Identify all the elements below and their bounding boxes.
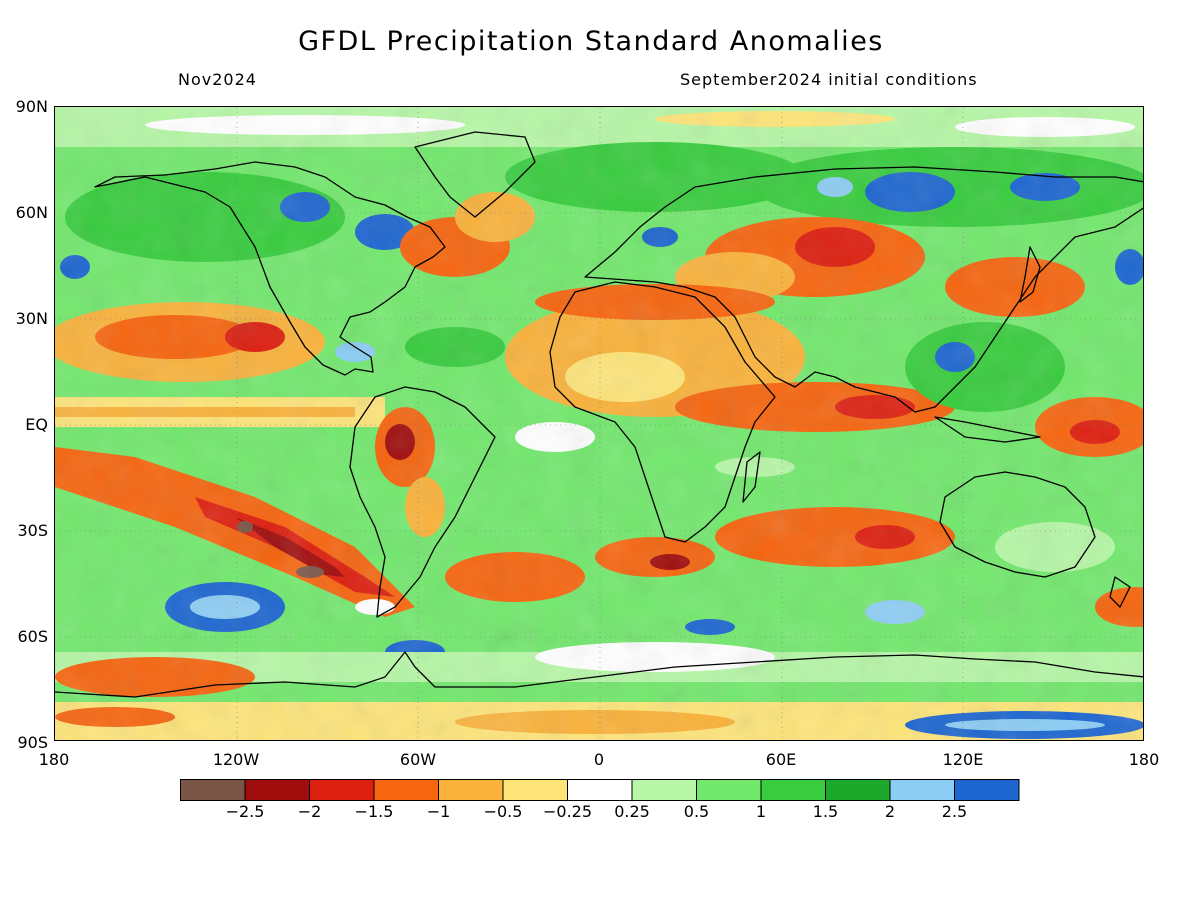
- valid-month-label: Nov2024: [178, 70, 257, 89]
- colorbar-swatch-6: [567, 779, 633, 801]
- colorbar-swatch-8: [696, 779, 762, 801]
- lat-tick-60n: 60N: [15, 203, 48, 222]
- lat-tick-30n: 30N: [15, 309, 48, 328]
- colorbar-swatch-1: [244, 779, 310, 801]
- lon-tick-120e: 120E: [942, 750, 984, 769]
- coast-antarctica: [55, 651, 1143, 698]
- colorbar-swatch-11: [889, 779, 955, 801]
- lat-tick-30s: 30S: [17, 521, 48, 540]
- colorbar-label: 1.5: [812, 802, 839, 821]
- colorbar-label: 2: [884, 802, 896, 821]
- lat-tick-eq: EQ: [25, 415, 48, 434]
- colorbar-label: −0.25: [542, 802, 593, 821]
- colorbar-label: −0.5: [483, 802, 523, 821]
- lat-tick-90s: 90S: [17, 733, 48, 752]
- lon-tick-180e: 180: [1128, 750, 1160, 769]
- coast-new-zealand: [1109, 576, 1131, 608]
- colorbar-swatch-9: [760, 779, 826, 801]
- lon-tick-120w: 120W: [212, 750, 260, 769]
- lat-tick-90n: 90N: [15, 97, 48, 116]
- lon-tick-0: 0: [593, 750, 605, 769]
- coast-australia: [939, 471, 1096, 578]
- coast-japan: [1019, 246, 1041, 303]
- colorbar-swatch-7: [631, 779, 697, 801]
- colorbar-label: −2.5: [225, 802, 265, 821]
- coast-north-america: [94, 161, 446, 376]
- colorbar-label: 2.5: [941, 802, 968, 821]
- coast-africa: [549, 281, 776, 543]
- colorbar-label: 1: [755, 802, 767, 821]
- colorbar-swatch-3: [373, 779, 439, 801]
- coast-maritime: [934, 416, 1041, 443]
- field-texture: [55, 107, 1143, 740]
- precip-anomaly-map: [55, 107, 1143, 740]
- map-panel: [54, 106, 1144, 741]
- colorbar-swatch-12: [954, 779, 1020, 801]
- colorbar-label: 0.5: [683, 802, 710, 821]
- coastlines: [55, 131, 1143, 698]
- colorbar-label: −1: [426, 802, 451, 821]
- colorbar-swatch-0: [180, 779, 246, 801]
- lon-tick-60w: 60W: [399, 750, 437, 769]
- colorbar-swatch-5: [502, 779, 568, 801]
- colorbar-swatch-2: [309, 779, 375, 801]
- initial-conditions-label: September2024 initial conditions: [680, 70, 978, 89]
- map-title: GFDL Precipitation Standard Anomalies: [298, 26, 884, 57]
- graticule: [55, 107, 1143, 740]
- colorbar-swatch-10: [825, 779, 891, 801]
- coast-south-america: [349, 386, 496, 618]
- colorbar-label: −2: [297, 802, 322, 821]
- coast-eurasia: [584, 166, 1143, 413]
- lon-tick-60e: 60E: [765, 750, 797, 769]
- colorbar-label: −1.5: [354, 802, 394, 821]
- coast-greenland: [414, 131, 536, 218]
- coast-madagascar: [742, 451, 761, 503]
- colorbar-label: 0.25: [614, 802, 650, 821]
- lat-tick-60s: 60S: [17, 627, 48, 646]
- lon-tick-180w: 180: [38, 750, 70, 769]
- colorbar-swatch-4: [438, 779, 504, 801]
- colorbar: [180, 779, 1020, 801]
